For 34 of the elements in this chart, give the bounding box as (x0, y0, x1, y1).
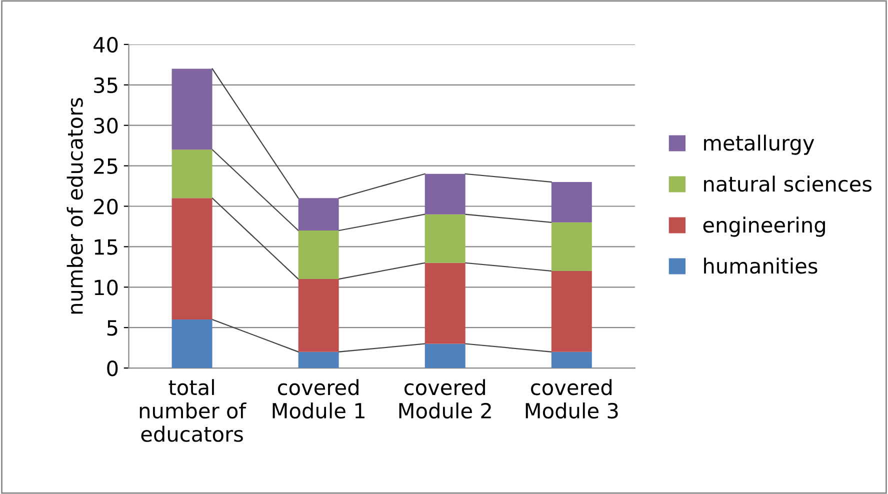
bar (172, 68, 212, 150)
bar (551, 222, 592, 271)
y-tick-label: 35 (94, 77, 118, 94)
bar (298, 279, 339, 352)
y-tick-label: 5 (107, 320, 118, 336)
bar (424, 344, 466, 368)
bar (298, 352, 339, 368)
y-tick-label: 0 (107, 360, 118, 376)
x-tick-label: total number of educators (140, 379, 246, 442)
y-tick-label: 20 (94, 198, 118, 214)
bar (551, 352, 592, 368)
bar (298, 230, 339, 280)
y-tick-label: 30 (94, 118, 118, 134)
bar (172, 198, 212, 320)
bar (551, 182, 592, 222)
bar (172, 319, 212, 368)
legend-label: engineering (703, 216, 825, 237)
y-tick-label: 40 (94, 36, 118, 53)
legend-label: metallurgy (704, 134, 814, 155)
bar (298, 198, 339, 231)
y-tick-label: 15 (94, 239, 118, 255)
y-tick-label: 10 (94, 280, 118, 296)
bar (172, 150, 212, 198)
x-tick-label: covered Module 3 (526, 379, 618, 419)
bar (551, 270, 592, 352)
bar (424, 262, 466, 344)
legend-label: humanities (704, 258, 818, 274)
bar (424, 174, 466, 214)
bar (424, 214, 466, 263)
x-tick-label: covered Module 2 (399, 379, 491, 419)
x-tick-label: covered Module 1 (272, 379, 364, 419)
y-axis-title: number of educators (66, 98, 83, 314)
y-tick-label: 25 (94, 158, 118, 174)
legend-label: natural sciences (704, 176, 872, 192)
